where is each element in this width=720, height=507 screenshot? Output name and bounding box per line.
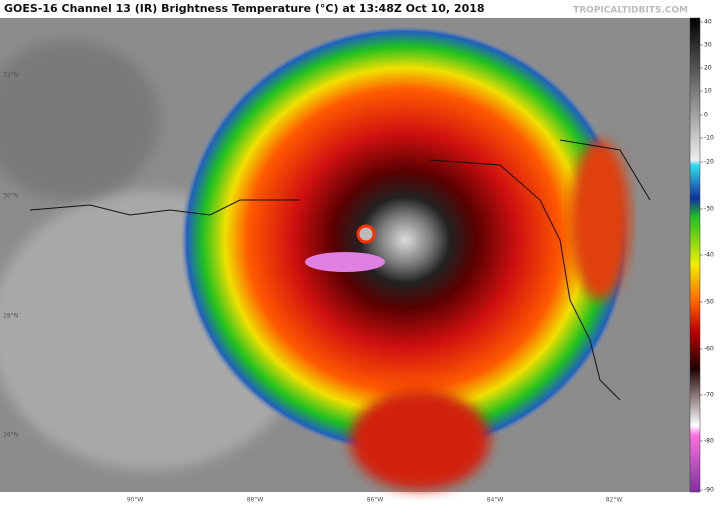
longitude-label: 88°W	[247, 497, 264, 504]
colorbar-label: -60	[704, 346, 714, 353]
latitude-label: 32°N	[3, 72, 18, 79]
coastline	[29, 139, 651, 401]
cloud	[0, 40, 160, 200]
colorbar-label: -40	[704, 252, 714, 259]
convection	[570, 140, 630, 300]
colorbar-label: 20	[704, 65, 712, 72]
colorbar-label: 10	[704, 88, 712, 95]
hurricane	[180, 25, 630, 455]
colorbar-label: -10	[704, 135, 714, 142]
latitude-label: 28°N	[3, 313, 18, 320]
colorbar-label: -70	[704, 392, 714, 399]
colorbar-label: -50	[704, 299, 714, 306]
colorbar-label: 0	[704, 112, 708, 119]
latitude-label: 26°N	[3, 432, 18, 439]
longitude-label: 86°W	[367, 497, 384, 504]
longitude-label: 84°W	[487, 497, 504, 504]
convection	[350, 390, 490, 490]
latitude-label: 30°N	[3, 193, 18, 200]
watermark: TROPICALTIDBITS.COM	[573, 6, 688, 16]
colorbar-label: -80	[704, 438, 714, 445]
title: GOES-16 Channel 13 (IR) Brightness Tempe…	[4, 2, 485, 15]
longitude-label: 90°W	[127, 497, 144, 504]
eye	[356, 224, 376, 244]
colorbar	[689, 17, 701, 493]
colorbar-label: -90	[704, 487, 714, 494]
longitude-label: 82°W	[606, 497, 623, 504]
cold-tops	[305, 252, 385, 272]
colorbar-label: 40	[704, 19, 712, 26]
colorbar-label: -20	[704, 159, 714, 166]
colorbar-label: 30	[704, 42, 712, 49]
colorbar-label: -30	[704, 206, 714, 213]
